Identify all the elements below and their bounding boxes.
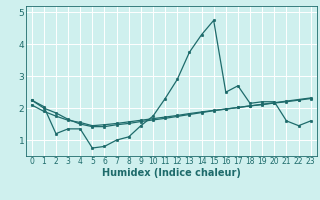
X-axis label: Humidex (Indice chaleur): Humidex (Indice chaleur)	[102, 168, 241, 178]
